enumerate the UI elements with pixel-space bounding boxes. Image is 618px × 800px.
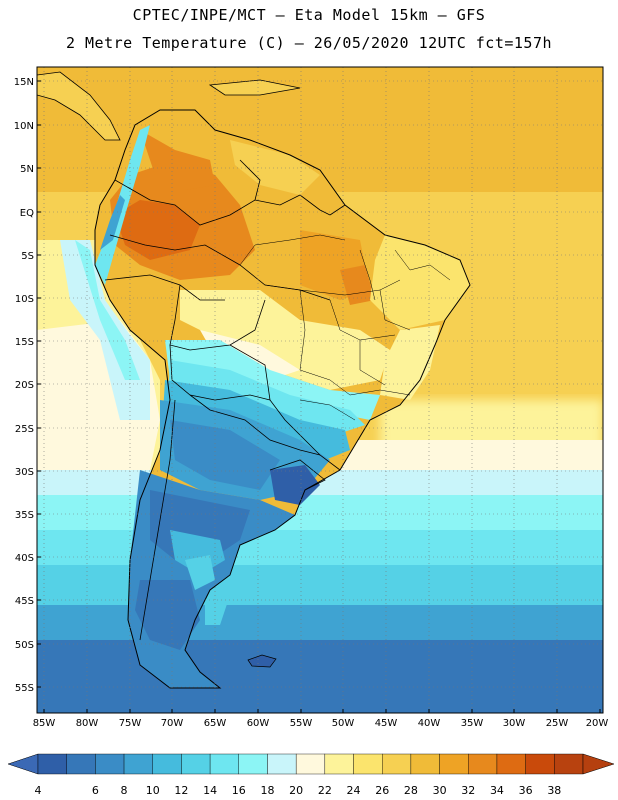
colorbar-label: 38 (547, 784, 561, 797)
colorbar-label: 6 (92, 784, 99, 797)
colorbar-box (382, 753, 412, 775)
colorbar-over-arrow (582, 753, 615, 775)
lon-label: 80W (76, 718, 99, 729)
temperature-map: 15N 10N 5N EQ 5S 10S 15S 20S 25S 30S 35S… (14, 66, 609, 729)
lat-label: 25S (15, 424, 34, 435)
colorbar-label: 20 (289, 784, 303, 797)
colorbar-under-arrow (7, 753, 39, 775)
latitude-labels: 15N 10N 5N EQ 5S 10S 15S 20S 25S 30S 35S… (14, 77, 34, 694)
temperature-field (37, 67, 603, 713)
colorbar-label: 22 (318, 784, 332, 797)
colorbar-label: 14 (203, 784, 217, 797)
lat-label: 55S (15, 683, 34, 694)
colorbar-labels: 4 6 8 10 12 14 16 18 20 22 24 26 28 30 32 34 36 38 (35, 784, 562, 797)
state-borders (239, 234, 451, 421)
country-borders (104, 159, 346, 641)
lon-label: 65W (204, 718, 227, 729)
longitude-labels: 85W 80W 75W 70W 65W 60W 55W 50W 45W 40W … (33, 718, 609, 729)
lat-label: 50S (15, 640, 34, 651)
colorbar-box (295, 753, 326, 775)
lon-label: 35W (461, 718, 484, 729)
colorbar-label: 30 (433, 784, 447, 797)
axis-ticks (37, 80, 601, 713)
colorbar-label: 10 (146, 784, 160, 797)
lat-label: EQ (20, 208, 34, 219)
colorbar-box (554, 753, 584, 775)
colorbar-box (152, 753, 182, 775)
lat-label: 40S (15, 553, 34, 564)
colorbar-boxes (7, 753, 615, 775)
map-frame (36, 66, 604, 714)
colorbar-label: 4 (35, 784, 42, 797)
colorbar-label: 32 (461, 784, 475, 797)
colorbar-box (324, 753, 354, 775)
lat-label: 5S (21, 251, 34, 262)
lon-label: 50W (332, 718, 355, 729)
lat-label: 30S (15, 467, 34, 478)
colorbar-label: 24 (347, 784, 361, 797)
colorbar-box (209, 753, 239, 775)
lon-label: 55W (290, 718, 313, 729)
colorbar-box (267, 753, 297, 775)
colorbar-label: 36 (519, 784, 533, 797)
colorbar-box (468, 753, 498, 775)
lon-label: 45W (375, 718, 398, 729)
colorbar-box (181, 753, 211, 775)
lon-label: 70W (161, 718, 184, 729)
colorbar-box (525, 753, 555, 775)
colorbar-box (123, 753, 153, 775)
colorbar-box (439, 753, 469, 775)
colorbar-label: 12 (174, 784, 188, 797)
colorbar-box (66, 753, 96, 775)
lat-label: 45S (15, 596, 34, 607)
lat-label: 35S (15, 510, 34, 521)
lon-label: 60W (247, 718, 270, 729)
colorbar-label: 26 (375, 784, 389, 797)
lat-label: 20S (15, 380, 34, 391)
colorbar-box (238, 753, 268, 775)
colorbar-box (410, 753, 440, 775)
colorbar-label: 16 (232, 784, 246, 797)
colorbar-box (95, 753, 125, 775)
colorbar-box (353, 753, 383, 775)
lat-label: 10N (14, 121, 34, 132)
lon-label: 75W (119, 718, 142, 729)
lat-label: 5N (20, 164, 34, 175)
lat-label: 10S (15, 294, 34, 305)
lon-label: 85W (33, 718, 56, 729)
colorbar-label: 34 (490, 784, 504, 797)
lon-label: 20W (586, 718, 609, 729)
colorbar-label: 8 (121, 784, 128, 797)
colorbar-label: 28 (404, 784, 418, 797)
map-title-line-2: 2 Metre Temperature (C) – 26/05/2020 12U… (65, 34, 553, 52)
lon-label: 25W (546, 718, 569, 729)
lon-label: 40W (418, 718, 441, 729)
lat-label: 15N (14, 77, 34, 88)
map-title-line-1: CPTEC/INPE/MCT – Eta Model 15km – GFS (132, 6, 486, 24)
colorbar-box (37, 753, 67, 775)
colorbar-box (496, 753, 526, 775)
colorbar-label: 18 (260, 784, 274, 797)
lat-label: 15S (15, 337, 34, 348)
lon-label: 30W (503, 718, 526, 729)
temperature-colorbar: 4 6 8 10 12 14 16 18 20 22 24 26 28 30 32 34 36 38 (7, 753, 615, 797)
